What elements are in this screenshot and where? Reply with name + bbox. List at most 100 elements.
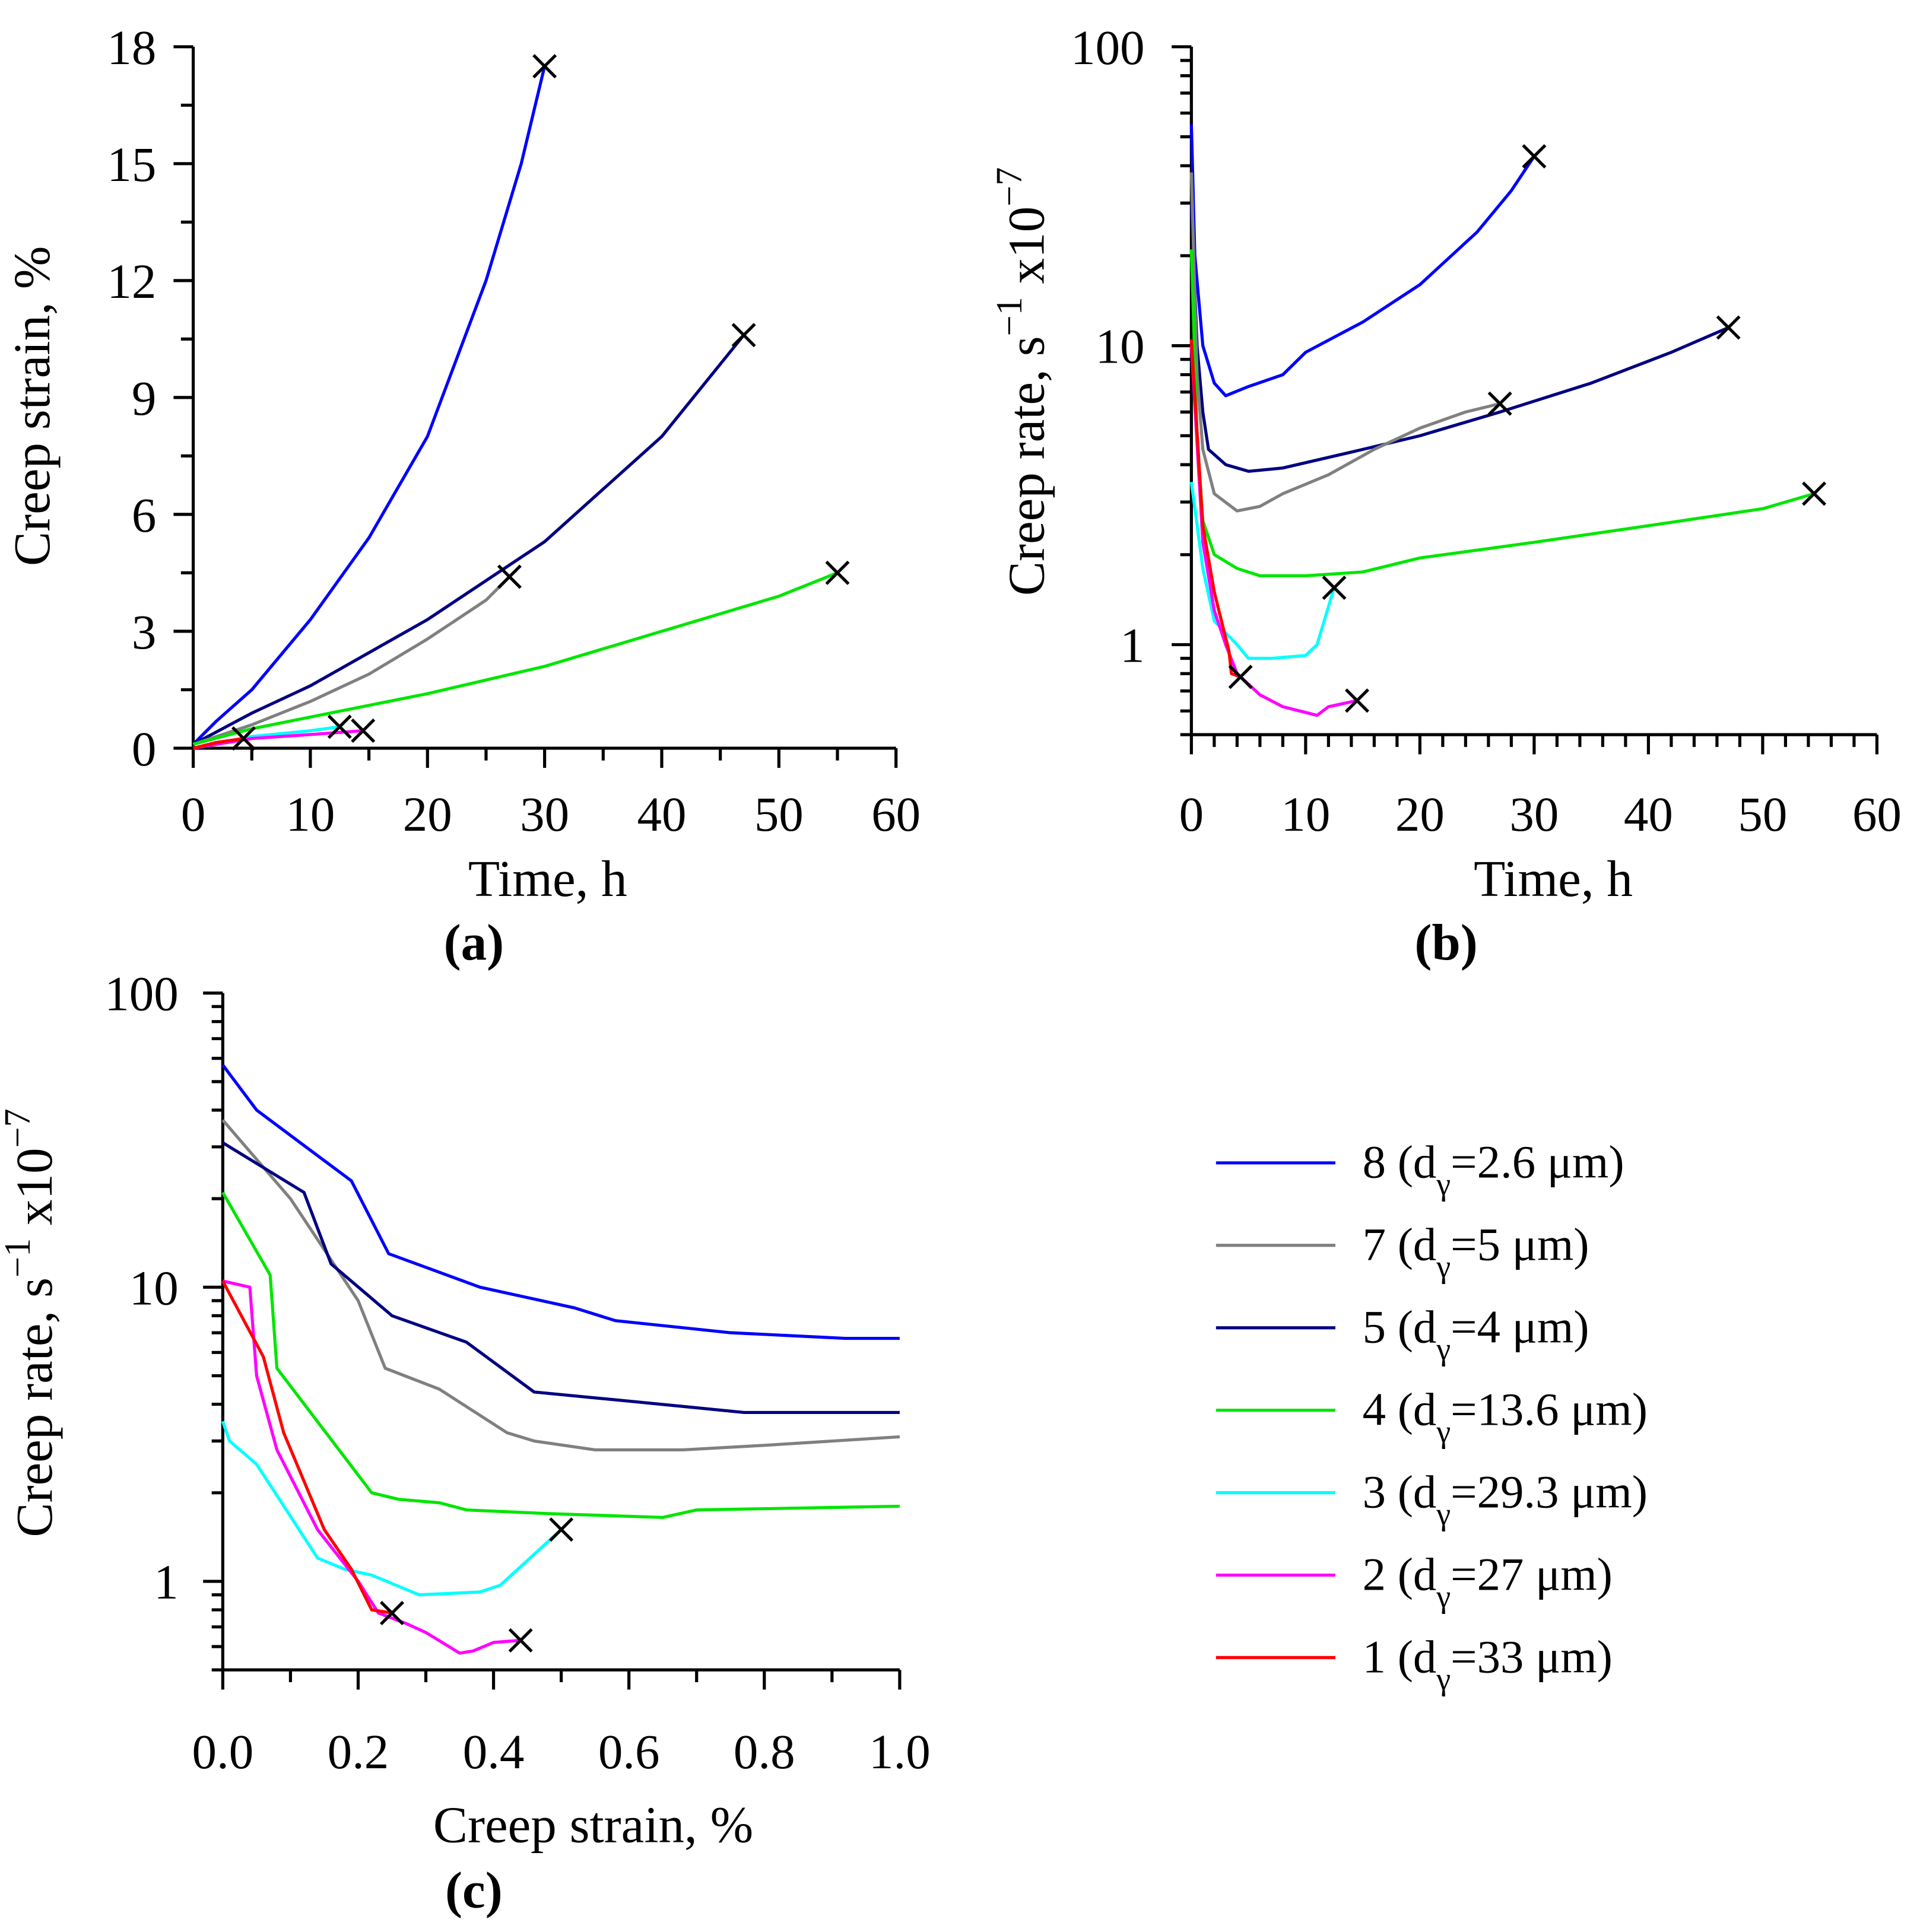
legend-label-sub: γ: [1436, 1249, 1451, 1285]
x-tick-label: 20: [403, 787, 452, 841]
series-line-7: [221, 1118, 900, 1452]
y-axis-title-sup2: −7: [0, 1108, 38, 1148]
legend-label-sub: γ: [1436, 1578, 1451, 1614]
y-axis-title-mid: x10: [998, 206, 1055, 297]
series-line-7: [192, 576, 511, 746]
legend-label: 3 (dγ=29.3 μm): [1363, 1467, 1648, 1532]
series-line-4: [221, 1191, 900, 1519]
legend-label: 5 (dγ=4 μm): [1363, 1302, 1589, 1367]
x-tick-label: 0.2: [328, 1724, 389, 1779]
x-axis-title: Time, h: [1474, 850, 1633, 907]
series-line-3: [221, 1421, 563, 1597]
legend-label-suffix: =5 μm): [1451, 1219, 1589, 1271]
legend-item-7: 7 (dγ=5 μm): [1216, 1219, 1589, 1285]
failure-marker: [1522, 144, 1547, 169]
series-group: [221, 1064, 900, 1655]
legend-label: 2 (dγ=27 μm): [1363, 1549, 1613, 1614]
y-tick-label: 0: [132, 722, 156, 776]
y-tick-label: 3: [132, 605, 156, 659]
series-line-7: [1189, 172, 1500, 513]
panel-c: 0.0 0.2 0.4 0.6 0.8 1.0 1 10 100 Creep strain, % C…: [0, 967, 931, 1919]
y-axis-title: Creep strain, %: [3, 246, 61, 566]
legend-item-3: 3 (dγ=29.3 μm): [1216, 1467, 1648, 1532]
y-tick-label: 10: [129, 1260, 179, 1315]
y-tick-label: 6: [132, 488, 156, 542]
x-tick-label: 1.0: [869, 1724, 931, 1779]
legend-label-sub: γ: [1436, 1414, 1451, 1450]
legend: 8 (dγ=2.6 μm)7 (dγ=5 μm)5 (dγ=4 μm)4 (dγ…: [1216, 1137, 1648, 1696]
legend-label-prefix: 4 (d: [1363, 1384, 1437, 1436]
series-line-1: [221, 1280, 392, 1615]
failure-marker: [508, 1628, 533, 1653]
y-tick-label: 9: [132, 371, 156, 425]
y-tick-label: 15: [107, 137, 156, 192]
y-axis-title: Creep rate, s−1 x10−7: [989, 167, 1055, 596]
legend-label-suffix: =2.6 μm): [1451, 1137, 1624, 1189]
x-tick-label: 50: [1738, 787, 1787, 841]
x-tick-label: 0.8: [734, 1724, 795, 1779]
legend-label-prefix: 7 (d: [1363, 1219, 1437, 1271]
legend-label: 7 (dγ=5 μm): [1363, 1219, 1589, 1285]
legend-item-5: 5 (dγ=4 μm): [1216, 1302, 1589, 1367]
series-line-1: [192, 736, 244, 750]
failure-marker: [825, 560, 850, 585]
y-tick-label: 18: [107, 20, 156, 75]
series-line-8: [221, 1064, 900, 1340]
failure-marker: [549, 1517, 574, 1542]
panel-label: (c): [445, 1861, 503, 1919]
legend-item-2: 2 (dγ=27 μm): [1216, 1549, 1613, 1614]
legend-label-prefix: 2 (d: [1363, 1549, 1437, 1600]
series-line-5: [192, 334, 745, 746]
panel-a: 0 10 20 30 40 50 60 0 3 6 9 12 15 18 Time, h Creep stra…: [3, 20, 921, 971]
legend-label-suffix: =27 μm): [1451, 1549, 1613, 1600]
x-tick-label: 60: [1852, 787, 1902, 841]
failure-marker: [1487, 391, 1512, 416]
y-axis-title-main: Creep rate, s: [998, 336, 1055, 596]
x-tick-label: 50: [754, 787, 804, 841]
legend-label-prefix: 3 (d: [1363, 1467, 1437, 1518]
failure-marker: [1802, 481, 1827, 506]
failure-marker: [379, 1601, 404, 1626]
y-tick-label: 1: [154, 1555, 178, 1609]
x-tick-label: 10: [285, 787, 335, 841]
legend-label-prefix: 8 (d: [1363, 1137, 1437, 1189]
series-line-4: [192, 571, 838, 746]
legend-item-8: 8 (dγ=2.6 μm): [1216, 1137, 1624, 1202]
y-tick-label: 10: [1096, 319, 1145, 374]
series-line-8: [192, 65, 547, 746]
series-line-2: [1189, 345, 1358, 717]
y-tick-label: 100: [104, 967, 178, 1021]
x-axis-title: Creep strain, %: [433, 1796, 753, 1854]
panel-label: (a): [444, 914, 504, 971]
failure-marker: [231, 726, 256, 751]
y-axis-title-sup1: −1: [0, 1238, 38, 1278]
legend-label-sub: γ: [1436, 1332, 1451, 1367]
y-axis-title-mid: x10: [5, 1148, 63, 1238]
axes: [173, 45, 898, 768]
failure-marker: [351, 718, 376, 743]
x-tick-label: 30: [1509, 787, 1559, 841]
x-tick-label: 40: [1624, 787, 1673, 841]
legend-item-4: 4 (dγ=13.6 μm): [1216, 1384, 1648, 1450]
series-line-5: [1189, 203, 1729, 473]
y-axis-title-sup1: −1: [989, 297, 1030, 336]
legend-label: 8 (dγ=2.6 μm): [1363, 1137, 1624, 1202]
y-axis-title: Creep rate, s−1 x10−7: [0, 1108, 63, 1537]
series-group: [192, 54, 850, 751]
x-axis-title: Time, h: [468, 850, 627, 907]
y-axis-title-sup2: −7: [989, 167, 1030, 206]
x-tick-label: 0.6: [598, 1724, 660, 1779]
legend-label: 4 (dγ=13.6 μm): [1363, 1384, 1648, 1450]
legend-label-sub: γ: [1436, 1661, 1451, 1696]
legend-label-prefix: 5 (d: [1363, 1302, 1437, 1353]
series-line-2: [193, 729, 363, 750]
series-line-1: [1189, 339, 1241, 679]
failure-marker: [1322, 576, 1347, 600]
series-group: [1189, 124, 1827, 717]
x-tick-label: 30: [520, 787, 569, 841]
legend-label-sub: γ: [1436, 1167, 1451, 1202]
failure-marker: [1228, 665, 1253, 689]
y-axis-title-main: Creep rate, s: [5, 1278, 63, 1537]
